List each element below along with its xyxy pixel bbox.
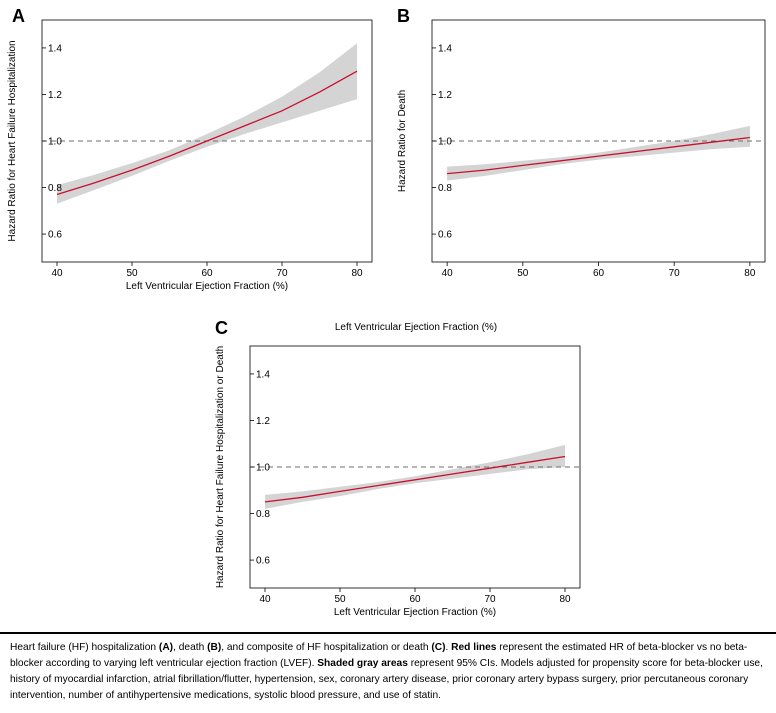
- panel-b: B 40 50 60 70 80 0.6 0.8 1.0 1.2 1.4 Hazard Ratio f…: [397, 6, 766, 279]
- figure-caption: Heart failure (HF) hospitalization (A), …: [0, 632, 776, 713]
- y-axis-label: Hazard Ratio for Heart Failure Hospitali…: [7, 40, 18, 241]
- x-tick-label: 40: [259, 594, 271, 605]
- y-tick-label: 1.4: [438, 43, 452, 54]
- caption-part: , death: [173, 642, 208, 653]
- x-tick-label: 50: [334, 594, 346, 605]
- hazard-ratio-line: [264, 455, 566, 503]
- x-tick-label: 40: [51, 268, 63, 279]
- caption-text: Heart failure (HF) hospitalization (A), …: [10, 640, 766, 704]
- confidence-band: [57, 43, 357, 204]
- y-tick-label: 1.0: [48, 137, 62, 148]
- confidence-band: [265, 444, 565, 509]
- y-tick-label: 1.2: [48, 90, 62, 101]
- x-tick-label: 70: [669, 268, 681, 279]
- y-tick-label: 0.6: [438, 230, 452, 241]
- x-tick-label: 80: [559, 594, 571, 605]
- caption-bold: Shaded gray areas: [317, 658, 408, 669]
- y-tick-label: 1.0: [256, 463, 270, 474]
- x-axis-label: Left Ventricular Ejection Fraction (%): [126, 281, 288, 292]
- panel-letter: B: [397, 6, 410, 26]
- x-axis-label: Left Ventricular Ejection Fraction (%): [334, 607, 496, 618]
- x-tick-label: 80: [351, 268, 363, 279]
- floating-axis-label: Left Ventricular Ejection Fraction (%): [335, 322, 497, 333]
- y-tick-label: 1.2: [256, 416, 270, 427]
- panel-letter: C: [215, 318, 228, 338]
- panel-letter: A: [12, 6, 25, 26]
- y-tick-label: 1.0: [438, 137, 452, 148]
- y-axis-label: Hazard Ratio for Heart Failure Hospitali…: [215, 346, 226, 588]
- hazard-ratio-line: [56, 70, 358, 196]
- caption-part: represent 95% CIs. Models adjusted for p…: [10, 658, 763, 701]
- caption-bold: Red lines: [451, 642, 497, 653]
- x-tick-label: 60: [593, 268, 605, 279]
- caption-part: , and composite of HF hospitalization or…: [221, 642, 432, 653]
- y-tick-label: 1.4: [256, 369, 270, 380]
- figure: A 40 50 60 70 80 0.6 0.8 1.0 1.2 1.4 Left Ventricul…: [7, 6, 766, 618]
- caption-bold: (B): [207, 642, 222, 653]
- y-tick-label: 0.8: [256, 509, 270, 520]
- x-tick-label: 80: [744, 268, 756, 279]
- y-tick-label: 0.8: [48, 183, 62, 194]
- caption-part: Heart failure (HF) hospitalization: [10, 642, 159, 653]
- y-tick-label: 0.6: [48, 230, 62, 241]
- caption-part: represent the estimated HR of beta-block…: [10, 642, 748, 669]
- y-axis-label: Hazard Ratio for Death: [397, 90, 408, 192]
- x-tick-label: 40: [442, 268, 454, 279]
- panel-c: C 40 50 60 70 80 0.6 0.8 1.0 1.2 1.4 Left Ventricul…: [215, 318, 581, 618]
- x-tick-label: 50: [126, 268, 138, 279]
- y-tick-label: 1.4: [48, 43, 62, 54]
- caption-bold: (A): [158, 642, 174, 653]
- caption-part: .: [445, 642, 452, 653]
- y-tick-label: 0.6: [256, 556, 270, 567]
- x-tick-label: 50: [517, 268, 529, 279]
- hazard-ratio-line: [447, 136, 750, 175]
- confidence-band: [447, 125, 750, 181]
- y-tick-label: 1.2: [438, 90, 452, 101]
- x-tick-label: 70: [484, 594, 496, 605]
- caption-bold: (C): [431, 642, 446, 653]
- x-tick-label: 60: [201, 268, 213, 279]
- x-tick-label: 60: [409, 594, 421, 605]
- panel-a: A 40 50 60 70 80 0.6 0.8 1.0 1.2 1.4 Left Ventricul…: [7, 6, 373, 292]
- y-tick-label: 0.8: [438, 183, 452, 194]
- x-tick-label: 70: [276, 268, 288, 279]
